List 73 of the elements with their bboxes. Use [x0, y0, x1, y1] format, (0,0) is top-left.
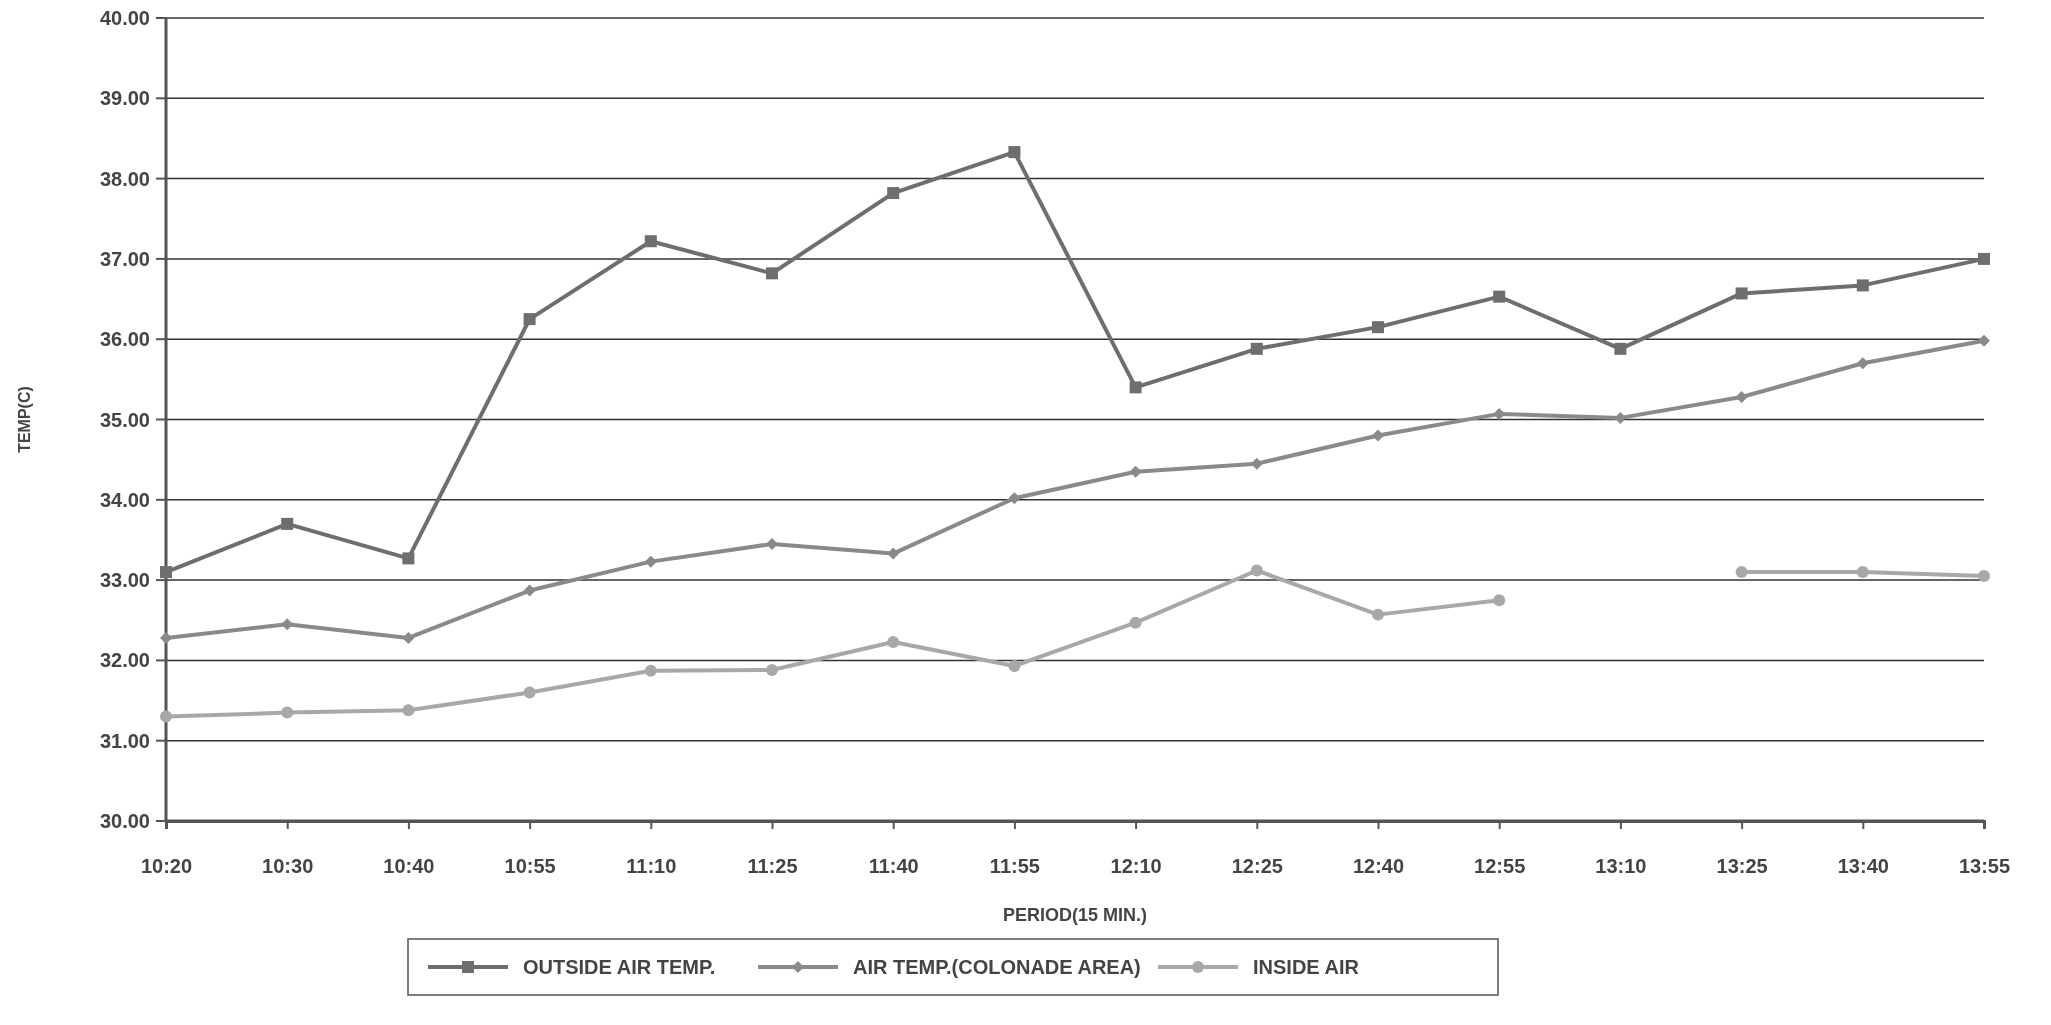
legend-label: OUTSIDE AIR TEMP.: [523, 956, 716, 978]
y-tick-label: 35.00: [99, 408, 150, 431]
point: [281, 517, 294, 530]
point: [1129, 381, 1142, 394]
x-tick-label: 13:25: [1716, 855, 1768, 878]
point: [887, 635, 900, 648]
y-tick-label: 34.00: [99, 488, 150, 511]
point: [1008, 660, 1021, 673]
x-axis-title: PERIOD(15 MIN.): [1002, 905, 1148, 925]
point: [887, 187, 900, 200]
x-tick-label: 10:20: [140, 855, 193, 878]
point: [1493, 290, 1506, 303]
point: [1008, 492, 1021, 505]
point: [1856, 566, 1869, 579]
point: [1978, 334, 1990, 347]
point: [1250, 342, 1263, 355]
y-tick-label: 30.00: [99, 810, 150, 832]
point: [523, 686, 536, 699]
legend-label: AIR TEMP.(COLONADE AREA): [853, 956, 1141, 978]
point: [402, 552, 415, 565]
point: [1735, 566, 1748, 579]
point: [1250, 564, 1263, 577]
y-tick-label: 38.00: [99, 167, 150, 190]
y-axis-title: TEMP(C): [16, 386, 33, 453]
point: [1372, 429, 1384, 442]
y-tick-label: 31.00: [99, 729, 150, 752]
point: [1735, 287, 1748, 300]
y-tick-label: 40.00: [99, 7, 150, 29]
x-tick-label: 12:55: [1474, 855, 1526, 878]
y-tick-label: 39.00: [99, 87, 150, 110]
x-tick-label: 11:55: [989, 855, 1040, 878]
y-tick-label: 33.00: [99, 569, 150, 592]
legend-label: INSIDE AIR: [1253, 956, 1360, 978]
point: [766, 664, 778, 677]
point: [1856, 357, 1869, 370]
x-tick-label: 12:25: [1231, 855, 1283, 878]
x-tick-label: 13:40: [1837, 855, 1889, 878]
x-tick-label: 11:10: [626, 855, 677, 878]
point: [644, 664, 657, 677]
x-tick-label: 10:40: [383, 855, 435, 878]
point: [1493, 594, 1506, 607]
point: [1978, 252, 1990, 265]
point: [1735, 391, 1748, 404]
x-tick-label: 13:55: [1958, 855, 2011, 878]
point: [1372, 608, 1384, 621]
x-tick-label: 10:55: [504, 855, 556, 878]
point: [160, 631, 172, 644]
point: [766, 537, 778, 550]
point: [160, 566, 172, 579]
point: [160, 710, 172, 723]
y-tick-label: 37.00: [99, 247, 150, 270]
point: [402, 631, 415, 644]
x-tick-label: 13:10: [1595, 855, 1647, 878]
point: [644, 555, 657, 568]
point: [523, 584, 536, 597]
point: [766, 267, 778, 280]
point: [1856, 279, 1869, 292]
x-tick-label: 11:40: [868, 855, 919, 878]
y-tick-label: 36.00: [99, 328, 150, 351]
point: [644, 235, 657, 248]
x-tick-label: 10:30: [262, 855, 314, 878]
point: [1978, 570, 1990, 583]
y-tick-label: 32.00: [99, 649, 150, 672]
point: [281, 706, 294, 719]
point: [402, 704, 415, 717]
point: [1008, 146, 1021, 159]
point: [523, 313, 536, 326]
x-tick-label: 12:40: [1352, 855, 1405, 878]
x-tick-label: 12:10: [1110, 855, 1162, 878]
point: [1614, 342, 1627, 355]
point: [1129, 616, 1142, 629]
point: [1372, 321, 1384, 334]
x-tick-label: 11:25: [747, 855, 798, 878]
